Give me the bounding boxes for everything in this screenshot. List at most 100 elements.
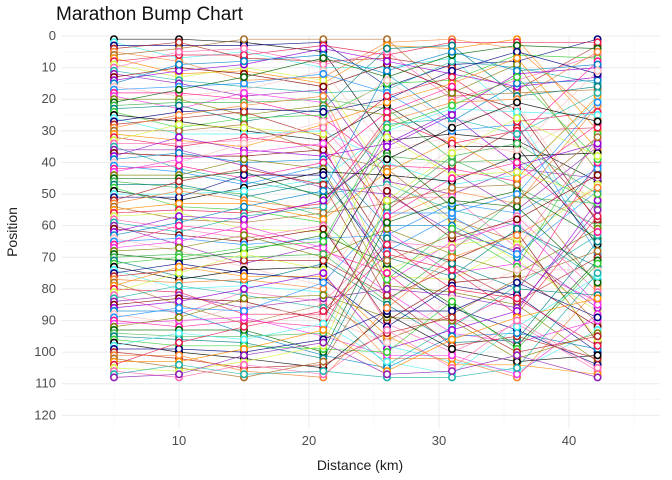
series-point <box>593 205 602 214</box>
series-point <box>240 294 249 303</box>
series-point <box>593 294 602 303</box>
series-lines <box>113 38 598 378</box>
series-point <box>512 79 521 88</box>
series-point <box>110 373 119 382</box>
series-point <box>447 123 456 132</box>
series-point <box>593 117 602 126</box>
series-line <box>113 250 598 340</box>
series-point <box>175 243 184 252</box>
series-point <box>319 54 328 63</box>
series-point <box>382 98 391 107</box>
series-point <box>175 281 184 290</box>
series-point <box>382 186 391 195</box>
series-line <box>114 64 598 173</box>
series-line <box>113 209 598 309</box>
series-point <box>175 161 184 170</box>
series-point <box>447 306 456 315</box>
series-point <box>593 76 602 85</box>
series-point <box>319 35 328 44</box>
series-point <box>593 332 602 341</box>
series-point <box>593 88 602 97</box>
series-point <box>240 202 249 211</box>
series-point <box>175 370 184 379</box>
series-point <box>447 313 456 322</box>
series-line <box>113 269 598 343</box>
x-tick-label: 30 <box>432 433 446 448</box>
series-line <box>113 45 598 122</box>
series-line <box>113 38 598 119</box>
series-line <box>113 51 598 236</box>
series-point <box>512 130 521 139</box>
series-line <box>113 143 598 337</box>
series-point <box>319 319 328 328</box>
series-point <box>382 76 391 85</box>
series-point <box>319 158 328 167</box>
series-point <box>593 237 602 246</box>
series-line <box>113 60 598 94</box>
series-point <box>382 155 391 164</box>
y-tick-label: 110 <box>35 376 56 391</box>
series-point <box>175 360 184 369</box>
series-point <box>382 133 391 142</box>
series-point <box>240 370 249 379</box>
series-point <box>512 60 521 69</box>
series-point <box>447 259 456 268</box>
series-point <box>447 82 456 91</box>
series-line <box>113 57 598 151</box>
x-tick-label: 20 <box>302 433 316 448</box>
series-point <box>319 171 328 180</box>
series-point <box>175 101 184 110</box>
series-point <box>240 171 249 180</box>
series-point <box>382 114 391 123</box>
series-point <box>512 158 521 167</box>
series-point <box>447 344 456 353</box>
series-point <box>175 38 184 47</box>
series-point <box>175 262 184 271</box>
series-point <box>240 306 249 315</box>
series-point <box>447 272 456 281</box>
series-line <box>113 102 598 280</box>
series-point <box>240 101 249 110</box>
series-point <box>240 284 249 293</box>
series-line <box>113 114 598 233</box>
series-point <box>175 155 184 164</box>
series-point <box>319 130 328 139</box>
chart-title: Marathon Bump Chart <box>56 4 243 25</box>
y-tick-labels: 0 10 20 30 40 50 60 70 80 90 100 110 120 <box>34 28 56 422</box>
series-line <box>113 92 598 302</box>
series-line <box>113 64 598 223</box>
series-point <box>593 139 602 148</box>
series-point <box>319 202 328 211</box>
series-point <box>175 297 184 306</box>
series-point <box>382 167 391 176</box>
series-point <box>512 284 521 293</box>
series-line <box>113 133 598 264</box>
series-point <box>593 228 602 237</box>
series-point <box>447 367 456 376</box>
series-point <box>240 250 249 259</box>
series-point <box>512 107 521 116</box>
series-point <box>512 202 521 211</box>
series-point <box>319 145 328 154</box>
series-line <box>113 212 598 340</box>
series-point <box>319 139 328 148</box>
series-point <box>593 60 602 69</box>
series-line <box>114 310 598 369</box>
series-point <box>319 76 328 85</box>
series-point <box>447 196 456 205</box>
series-point <box>240 155 249 164</box>
series-point <box>382 218 391 227</box>
series-line <box>113 136 598 293</box>
grid-lines <box>62 35 660 428</box>
series-point <box>512 174 521 183</box>
series-line <box>113 320 598 378</box>
series-point <box>175 193 184 202</box>
series-point <box>593 38 602 47</box>
series-line <box>113 102 598 318</box>
series-point <box>319 186 328 195</box>
series-point <box>319 278 328 287</box>
series-point <box>175 303 184 312</box>
series-point <box>512 196 521 205</box>
series-line <box>113 162 598 328</box>
series-point <box>512 180 521 189</box>
